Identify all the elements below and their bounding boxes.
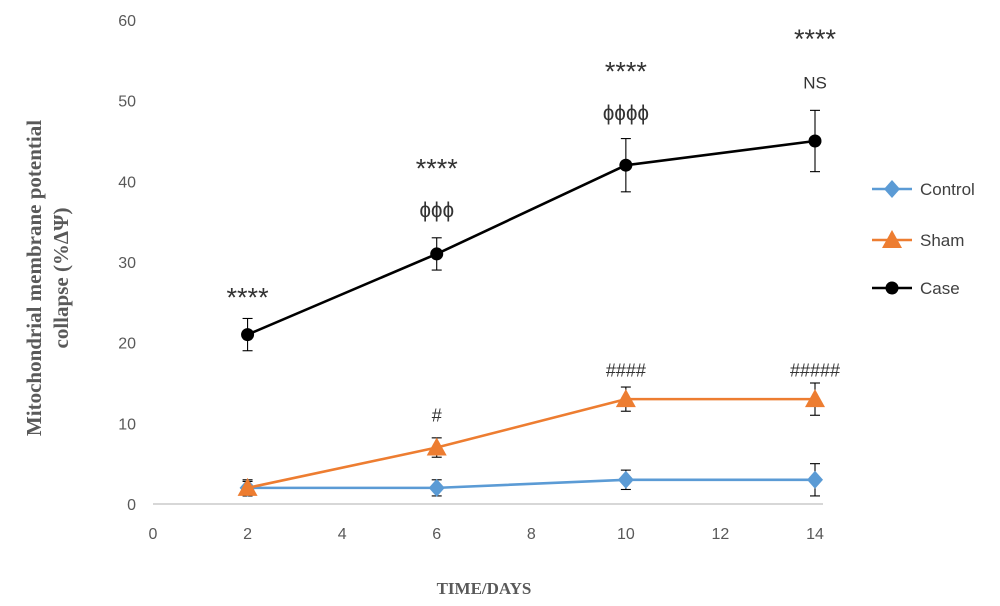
y-axis-title-line-2: collapse (%ΔΨ) [49,208,73,349]
annotation: # [432,406,442,426]
significance-annotations: ********ɸɸɸ****ɸɸɸɸ****NS##### ##### [227,24,840,425]
legend-item-case: Case [872,279,960,298]
data-point [615,389,636,408]
data-point [617,470,634,489]
x-tick-label: 8 [527,526,536,543]
y-tick-label: 0 [127,497,136,514]
data-point [807,470,823,489]
data-point [237,477,258,496]
data-point [619,158,633,172]
data-point [805,389,825,408]
data-point [241,328,255,342]
series-sham [237,382,825,496]
x-tick-label: 2 [243,526,252,543]
x-axis-title: TIME/DAYS [437,579,532,598]
series-line [247,397,815,490]
x-tick-label: 6 [432,526,441,543]
x-tick-label: 12 [712,526,730,543]
legend-marker [884,180,900,198]
legend-label: Control [920,180,975,199]
annotation: ɸɸɸ [419,199,454,222]
legend-label: Case [920,279,960,298]
y-tick-label: 10 [118,416,136,433]
legend-item-control: Control [872,180,975,199]
series-case [241,109,822,352]
x-tick-label: 4 [338,526,347,543]
y-tick-label: 40 [118,174,136,191]
legend: Control Sham Case [872,180,975,298]
legend-marker [882,230,902,248]
annotation: **** [794,24,837,54]
annotation: NS [803,74,827,93]
x-tick-label: 10 [617,526,635,543]
annotation: ##### [790,361,840,381]
plot-area: 0 10 20 30 40 50 60 0 2 4 6 8 10 12 14 [118,13,825,543]
data-point [430,247,444,261]
y-tick-label: 60 [118,13,136,30]
data-point [808,134,822,148]
y-axis-title-line-1: Mitochondrial membrane potential [22,120,46,436]
legend-marker [885,281,899,295]
series-line [247,139,816,336]
y-tick-label: 50 [118,94,136,111]
series-line [247,478,815,490]
data-point [426,437,447,456]
x-tick-label: 0 [149,526,158,543]
series-control [239,463,823,497]
annotation: **** [605,57,648,87]
annotation: **** [227,282,270,312]
annotation: **** [416,153,459,183]
legend-label: Sham [920,231,964,250]
x-tick-label: 14 [806,526,824,543]
y-tick-label: 20 [118,336,136,353]
legend-item-sham: Sham [872,230,964,250]
data-point [428,478,445,497]
annotation: ɸɸɸɸ [603,102,649,125]
y-tick-label: 30 [118,255,136,272]
annotation: #### [606,361,646,381]
